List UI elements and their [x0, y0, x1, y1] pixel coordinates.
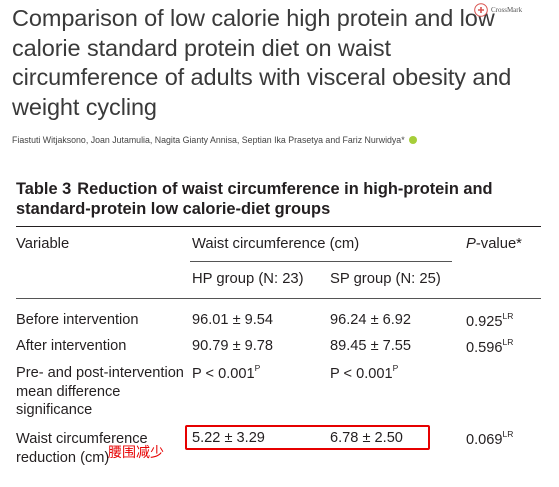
row-variable: Waist circumference reduction (cm) [16, 431, 148, 466]
row-variable: Pre- and post-intervention mean differen… [16, 365, 184, 418]
table-label: Table 3 [16, 180, 72, 198]
header-hp-group: HP group (N: 23) [192, 271, 304, 287]
header-waist-circumference: Waist circumference (cm) [192, 236, 360, 252]
row-sp-value: 96.24 ± 6.92 [330, 312, 412, 328]
table-caption-text: Reduction of waist circumference in high… [16, 180, 493, 218]
row-variable: After intervention [16, 338, 127, 354]
row-variable: Before intervention [16, 312, 139, 328]
p-value-number: 0.069 [466, 431, 503, 448]
header-p-rest: -value* [475, 236, 522, 252]
sp-significance-text: P < 0.001 [330, 365, 393, 382]
row-hp-value: 5.22 ± 3.29 [192, 430, 265, 446]
paper-title: Comparison of low calorie high protein a… [12, 5, 512, 120]
author-list: Fiastuti Witjaksono, Joan Jutamulia, Nag… [12, 135, 417, 145]
row-hp-value: 96.01 ± 9.54 [192, 312, 274, 328]
crossmark-icon [474, 3, 488, 17]
author-names: Fiastuti Witjaksono, Joan Jutamulia, Nag… [12, 135, 405, 145]
row-p-value: 0.069LR [466, 429, 514, 448]
table-top-rule [16, 226, 541, 228]
header-p-value: P-value* [466, 236, 522, 252]
p-value-superscript: LR [502, 429, 514, 439]
table-caption: Table 3 Reduction of waist circumference … [16, 179, 546, 219]
header-span-rule [190, 261, 452, 262]
row-hp-value: 90.79 ± 9.78 [192, 338, 274, 354]
orcid-icon[interactable] [408, 136, 417, 144]
header-p-italic: P [466, 236, 476, 252]
p-value-superscript: LR [502, 311, 514, 321]
row-hp-value: P < 0.001P [192, 363, 261, 382]
hp-significance-superscript: P [254, 363, 261, 373]
highlight-box [185, 425, 430, 450]
p-value-number: 0.596 [466, 339, 503, 356]
row-sp-value: 6.78 ± 2.50 [330, 430, 403, 446]
crossmark-label: CrossMark [491, 6, 523, 14]
hp-significance-text: P < 0.001 [192, 365, 255, 382]
annotation-label: 腰围减少 [108, 445, 164, 461]
header-sp-group: SP group (N: 25) [330, 271, 441, 287]
header-bottom-rule [16, 298, 541, 299]
crossmark-badge[interactable]: CrossMark [474, 2, 554, 18]
p-value-number: 0.925 [466, 313, 503, 330]
row-sp-value: 89.45 ± 7.55 [330, 338, 412, 354]
header-variable: Variable [16, 236, 70, 252]
row-sp-value: P < 0.001P [330, 363, 399, 382]
p-value-superscript: LR [502, 337, 514, 347]
row-p-value: 0.596LR [466, 337, 514, 356]
row-p-value: 0.925LR [466, 311, 514, 330]
sp-significance-superscript: P [392, 363, 399, 373]
